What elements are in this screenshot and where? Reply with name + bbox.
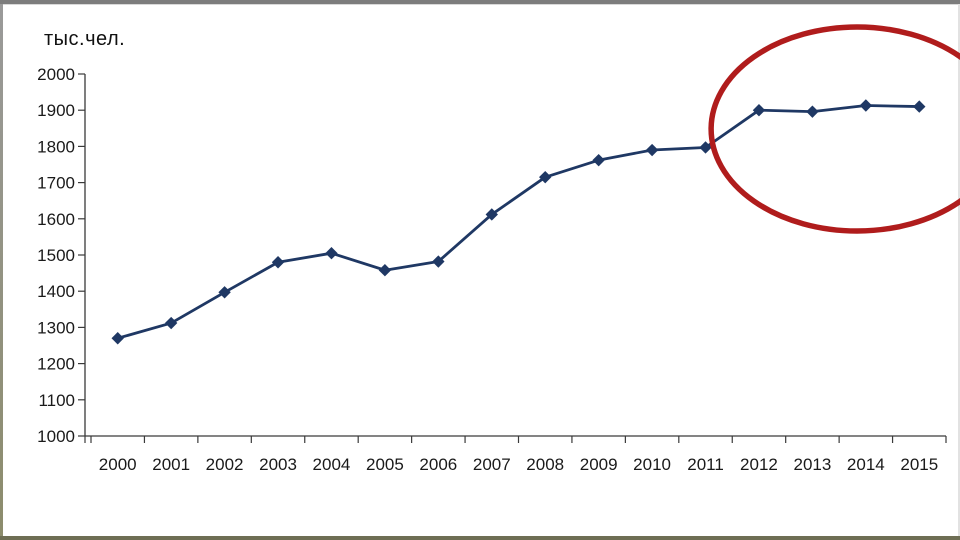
x-tick-label: 2000 — [99, 455, 137, 474]
y-tick-label: 1900 — [37, 101, 75, 120]
x-tick-label: 2012 — [740, 455, 778, 474]
data-point-marker — [164, 316, 178, 330]
x-tick-label: 2004 — [313, 455, 351, 474]
slide-top-border — [0, 0, 960, 5]
data-point-marker — [485, 208, 498, 221]
data-point-marker — [218, 286, 231, 299]
y-tick-label: 1500 — [37, 246, 75, 265]
data-point-marker — [645, 143, 659, 157]
x-tick-label: 2001 — [152, 455, 190, 474]
y-tick-label: 1800 — [37, 137, 75, 156]
y-tick-label: 1400 — [37, 282, 75, 301]
y-tick-label: 1200 — [37, 355, 75, 374]
data-point-marker — [325, 246, 338, 260]
y-axis-title: тыс.чел. — [44, 28, 126, 50]
data-point-marker — [752, 104, 766, 117]
y-tick-label: 1300 — [37, 318, 75, 337]
x-tick-label: 2008 — [526, 455, 564, 474]
data-point-marker — [539, 170, 552, 184]
data-line — [117, 104, 920, 340]
slide-bottom-border — [0, 536, 960, 540]
y-tick-label: 1700 — [37, 174, 75, 193]
data-point-marker — [432, 255, 445, 268]
x-tick-label: 2002 — [206, 455, 244, 474]
x-tick-label: 2015 — [900, 455, 938, 474]
data-point-marker — [699, 141, 712, 154]
x-tick-label: 2014 — [847, 455, 885, 474]
x-tick-label: 2007 — [473, 455, 511, 474]
highlight-ellipse — [708, 24, 960, 234]
x-tick-label: 2003 — [259, 455, 297, 474]
x-tick-label: 2013 — [793, 455, 831, 474]
y-tick-label: 2000 — [37, 65, 75, 84]
data-point-marker — [378, 264, 392, 277]
y-tick-label: 1600 — [37, 210, 75, 229]
x-tick-label: 2005 — [366, 455, 404, 474]
data-point-marker — [592, 153, 605, 167]
data-point-marker — [859, 99, 873, 112]
x-tick-label: 2006 — [419, 455, 457, 474]
data-point-marker — [271, 256, 285, 269]
x-tick-label: 2011 — [687, 455, 724, 474]
x-tick-label: 2009 — [580, 455, 618, 474]
slide-left-border — [0, 4, 3, 536]
slide-right-border — [958, 4, 960, 536]
x-tick-label: 2010 — [633, 455, 671, 474]
y-tick-label: 1000 — [37, 427, 75, 446]
data-point-marker — [913, 100, 926, 113]
y-tick-label: 1100 — [38, 391, 75, 410]
data-point-marker — [111, 332, 124, 345]
data-point-marker — [806, 105, 819, 118]
